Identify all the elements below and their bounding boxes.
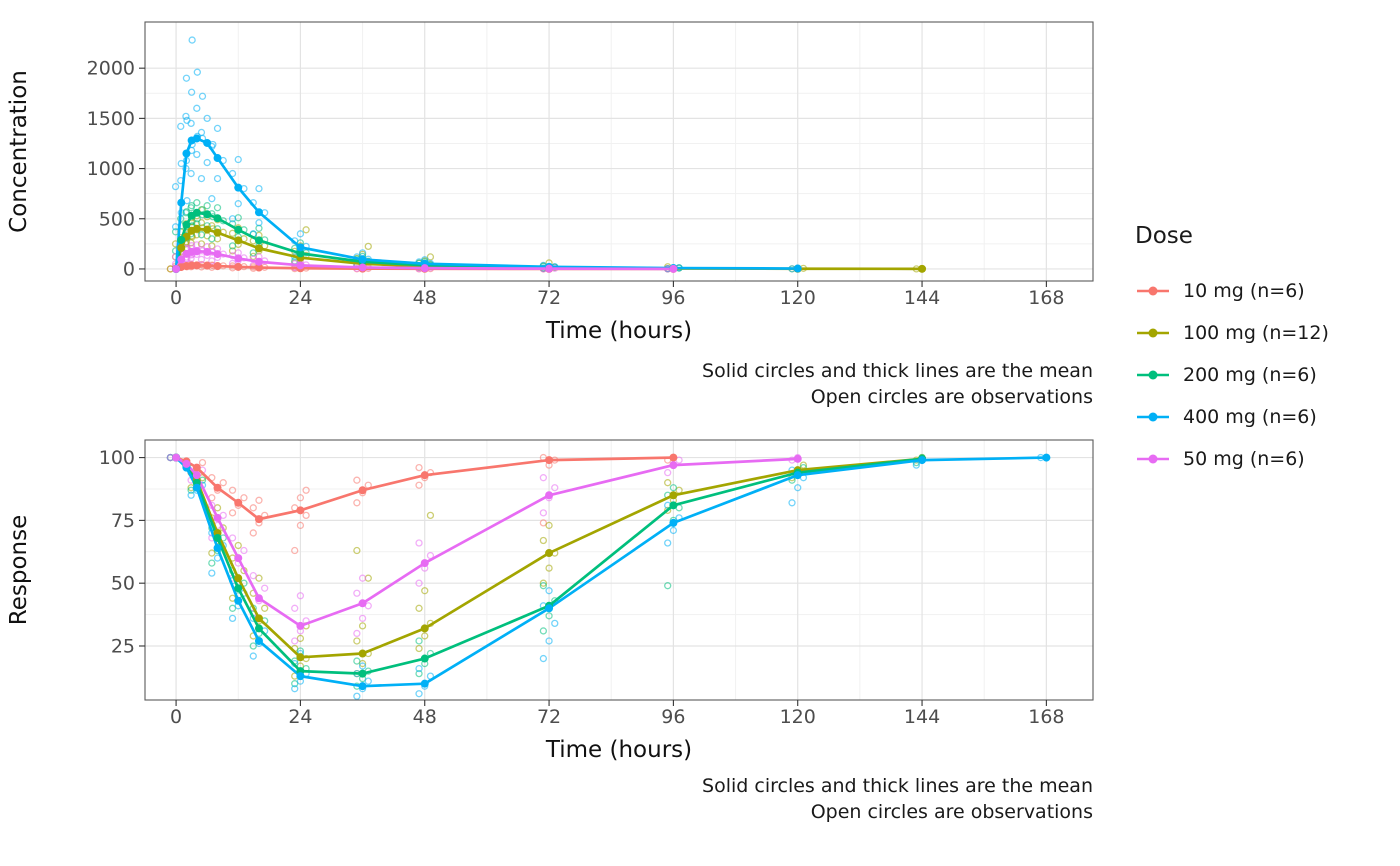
mean-layer <box>172 134 927 273</box>
legend-item-200mg: 200 mg (n=6) <box>1135 354 1400 396</box>
svg-text:50: 50 <box>111 573 135 595</box>
legend-label: 200 mg (n=6) <box>1183 364 1317 386</box>
svg-text:0: 0 <box>170 706 182 728</box>
legend-key-icon <box>1137 412 1169 422</box>
svg-text:48: 48 <box>413 706 437 728</box>
caption-line-1: Solid circles and thick lines are the me… <box>702 775 1093 797</box>
svg-text:0: 0 <box>170 287 182 309</box>
svg-text:168: 168 <box>1028 706 1064 728</box>
plots-column: 0 24 48 72 96 120 144 168 0 500 1000 1500 2000 Time (… <box>0 21 1110 830</box>
observations-layer <box>166 453 1045 700</box>
x-axis-title: Time (hours) <box>545 318 692 344</box>
legend-label: 10 mg (n=6) <box>1183 280 1305 302</box>
legend-item-100mg: 100 mg (n=12) <box>1135 312 1400 354</box>
svg-text:48: 48 <box>413 287 437 309</box>
svg-text:24: 24 <box>288 706 312 728</box>
panel-border <box>144 439 1094 701</box>
legend-key-icon <box>1137 328 1169 338</box>
legend-label: 100 mg (n=12) <box>1183 322 1329 344</box>
legend-item-50mg: 50 mg (n=6) <box>1135 438 1400 480</box>
svg-text:500: 500 <box>99 208 135 230</box>
legend-key-icon <box>1137 454 1169 464</box>
svg-text:100: 100 <box>99 447 135 469</box>
svg-text:96: 96 <box>661 287 685 309</box>
axis-layer: 0 24 48 72 96 120 144 168 25 50 75 100 Time (hours) R… <box>6 447 1065 763</box>
mean-layer <box>172 453 1051 691</box>
legend-label: 50 mg (n=6) <box>1183 448 1305 470</box>
svg-text:1500: 1500 <box>87 108 135 130</box>
panel-border <box>144 21 1094 282</box>
response-caption: Solid circles and thick lines are the me… <box>0 763 1110 830</box>
y-axis-title: Concentration <box>6 70 32 233</box>
svg-text:144: 144 <box>904 706 940 728</box>
svg-text:2000: 2000 <box>87 58 135 80</box>
panel-background <box>145 22 1093 281</box>
legend-item-10mg: 10 mg (n=6) <box>1135 270 1400 312</box>
axis-layer: 0 24 48 72 96 120 144 168 0 500 1000 1500 2000 Time (… <box>6 58 1065 344</box>
svg-text:25: 25 <box>111 635 135 657</box>
legend-title: Dose <box>1135 223 1193 249</box>
dose-legend: Dose 10 mg (n=6) 100 mg (n=12) 200 mg (n… <box>1110 0 1400 866</box>
svg-text:120: 120 <box>780 287 816 309</box>
svg-text:24: 24 <box>288 287 312 309</box>
svg-text:0: 0 <box>123 258 135 280</box>
caption-line-2: Open circles are observations <box>810 386 1093 408</box>
svg-text:120: 120 <box>780 706 816 728</box>
legend-key-icon <box>1137 370 1169 380</box>
response-chart: 0 24 48 72 96 120 144 168 25 50 75 100 Time (hours) R… <box>6 439 1094 763</box>
svg-text:75: 75 <box>111 510 135 532</box>
svg-text:1000: 1000 <box>87 158 135 180</box>
svg-text:72: 72 <box>537 706 561 728</box>
caption-line-2: Open circles are observations <box>810 801 1093 823</box>
legend-item-400mg: 400 mg (n=6) <box>1135 396 1400 438</box>
svg-text:72: 72 <box>537 287 561 309</box>
concentration-caption: Solid circles and thick lines are the me… <box>0 348 1110 415</box>
y-axis-title: Response <box>6 515 32 625</box>
x-axis-title: Time (hours) <box>545 737 692 763</box>
legend-key-icon <box>1137 286 1169 296</box>
concentration-chart: 0 24 48 72 96 120 144 168 0 500 1000 1500 2000 Time (… <box>6 21 1094 344</box>
legend-label: 400 mg (n=6) <box>1183 406 1317 428</box>
svg-text:168: 168 <box>1028 287 1064 309</box>
svg-text:96: 96 <box>661 706 685 728</box>
caption-line-1: Solid circles and thick lines are the me… <box>702 360 1093 382</box>
svg-text:144: 144 <box>904 287 940 309</box>
gridlines <box>145 22 1093 281</box>
